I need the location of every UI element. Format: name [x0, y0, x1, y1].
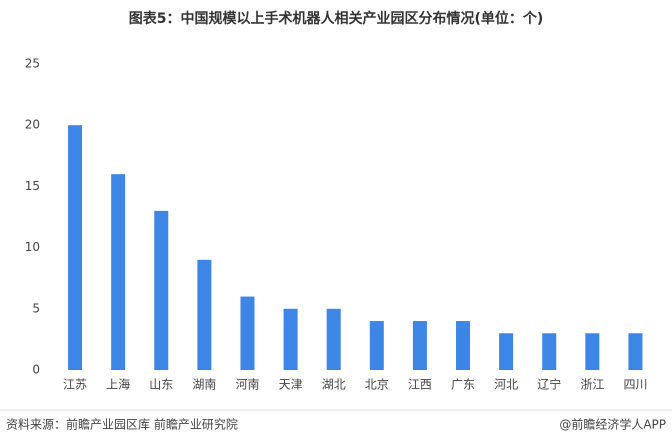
x-tick-label: 天津: [279, 378, 303, 392]
bar: [240, 296, 255, 370]
bar: [585, 333, 600, 370]
y-tick-label: 20: [25, 118, 40, 132]
bar: [542, 333, 557, 370]
source-note: 资料来源：前瞻产业园区库 前瞻产业研究院: [6, 417, 238, 432]
x-tick-label: 浙江: [580, 378, 604, 392]
x-tick-label: 四川: [623, 378, 647, 392]
bar: [68, 125, 83, 370]
bar: [283, 308, 298, 370]
bar: [412, 321, 427, 370]
bar: [628, 333, 643, 370]
bar: [197, 259, 212, 370]
x-tick-label: 江苏: [63, 378, 87, 392]
bar: [369, 321, 384, 370]
x-tick-label: 河北: [494, 378, 518, 392]
bar: [499, 333, 514, 370]
bar: [111, 174, 126, 370]
x-tick-label: 山东: [149, 378, 173, 392]
y-tick-label: 5: [32, 301, 40, 315]
x-tick-label: 辽宁: [537, 377, 561, 392]
credit: @前瞻经济学人APP: [559, 417, 666, 432]
bar: [456, 321, 471, 370]
x-tick-label: 北京: [365, 378, 389, 392]
x-tick-label: 上海: [106, 377, 130, 392]
y-tick-label: 10: [25, 240, 40, 254]
y-tick-label: 25: [25, 57, 40, 71]
bar: [326, 308, 341, 370]
x-tick-label: 湖北: [322, 377, 346, 392]
x-tick-label: 湖南: [192, 377, 216, 392]
y-tick-label: 15: [25, 179, 40, 193]
x-tick-label: 江西: [408, 378, 432, 392]
bar: [154, 210, 169, 370]
chart-title: 图表5：中国规模以上手术机器人相关产业园区分布情况(单位：个): [129, 10, 544, 27]
x-tick-label: 广东: [451, 378, 475, 392]
y-tick-label: 0: [32, 363, 40, 377]
x-tick-label: 河南: [235, 377, 259, 392]
